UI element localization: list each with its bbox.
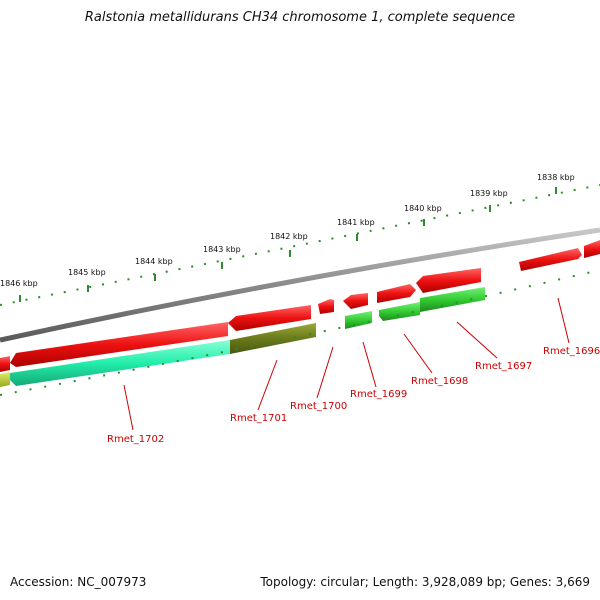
label-leaders	[123, 297, 570, 431]
topology-text: Topology: circular; Length: 3,928,089 bp…	[260, 575, 590, 589]
outer-scale-track	[0, 184, 600, 306]
gene-label-rmet-1698[interactable]: Rmet_1698	[411, 376, 468, 387]
gene-forward[interactable]	[377, 284, 416, 303]
gene-label-rmet-1697[interactable]: Rmet_1697	[475, 361, 532, 372]
scale-label: 1845 kbp	[68, 268, 106, 277]
gene-forward[interactable]	[228, 305, 311, 331]
chromosome-backbone	[0, 227, 600, 343]
scale-label: 1838 kbp	[537, 173, 575, 182]
gene-reverse[interactable]	[420, 287, 485, 312]
gene-forward[interactable]	[343, 293, 368, 309]
gene-forward[interactable]	[0, 356, 10, 372]
gene-label-rmet-1696[interactable]: Rmet_1696	[543, 346, 600, 357]
gene-forward[interactable]	[519, 248, 582, 271]
forward-strand-genes	[0, 240, 600, 372]
gene-label-rmet-1702[interactable]: Rmet_1702	[107, 434, 164, 445]
gene-forward[interactable]	[416, 268, 481, 293]
reverse-strand-genes	[0, 287, 485, 387]
gene-label-rmet-1701[interactable]: Rmet_1701	[230, 413, 287, 424]
gene-labels: Rmet_1702 Rmet_1701 Rmet_1700 Rmet_1699 …	[107, 346, 600, 445]
scale-label: 1844 kbp	[135, 257, 173, 266]
scale-label: 1843 kbp	[203, 245, 241, 254]
gene-forward[interactable]	[584, 240, 600, 258]
gene-label-rmet-1700[interactable]: Rmet_1700	[290, 401, 347, 412]
scale-label: 1842 kbp	[270, 232, 308, 241]
scale-label: 1846 kbp	[0, 279, 38, 288]
gene-reverse[interactable]	[0, 372, 10, 387]
inner-scale-track	[0, 269, 600, 396]
scale-labels: 1846 kbp 1845 kbp 1844 kbp 1843 kbp 1842…	[0, 173, 575, 288]
gene-forward[interactable]	[318, 299, 334, 314]
map-title: Ralstonia metallidurans CH34 chromosome …	[84, 10, 516, 25]
gene-reverse[interactable]	[10, 340, 230, 386]
accession-text: Accession: NC_007973	[10, 575, 147, 589]
scale-label: 1841 kbp	[337, 218, 375, 227]
gene-reverse[interactable]	[379, 302, 420, 321]
gene-label-rmet-1699[interactable]: Rmet_1699	[350, 389, 407, 400]
gene-reverse[interactable]	[345, 311, 372, 329]
scale-label: 1839 kbp	[470, 189, 508, 198]
gene-forward[interactable]	[10, 322, 228, 367]
scale-label: 1840 kbp	[404, 204, 442, 213]
